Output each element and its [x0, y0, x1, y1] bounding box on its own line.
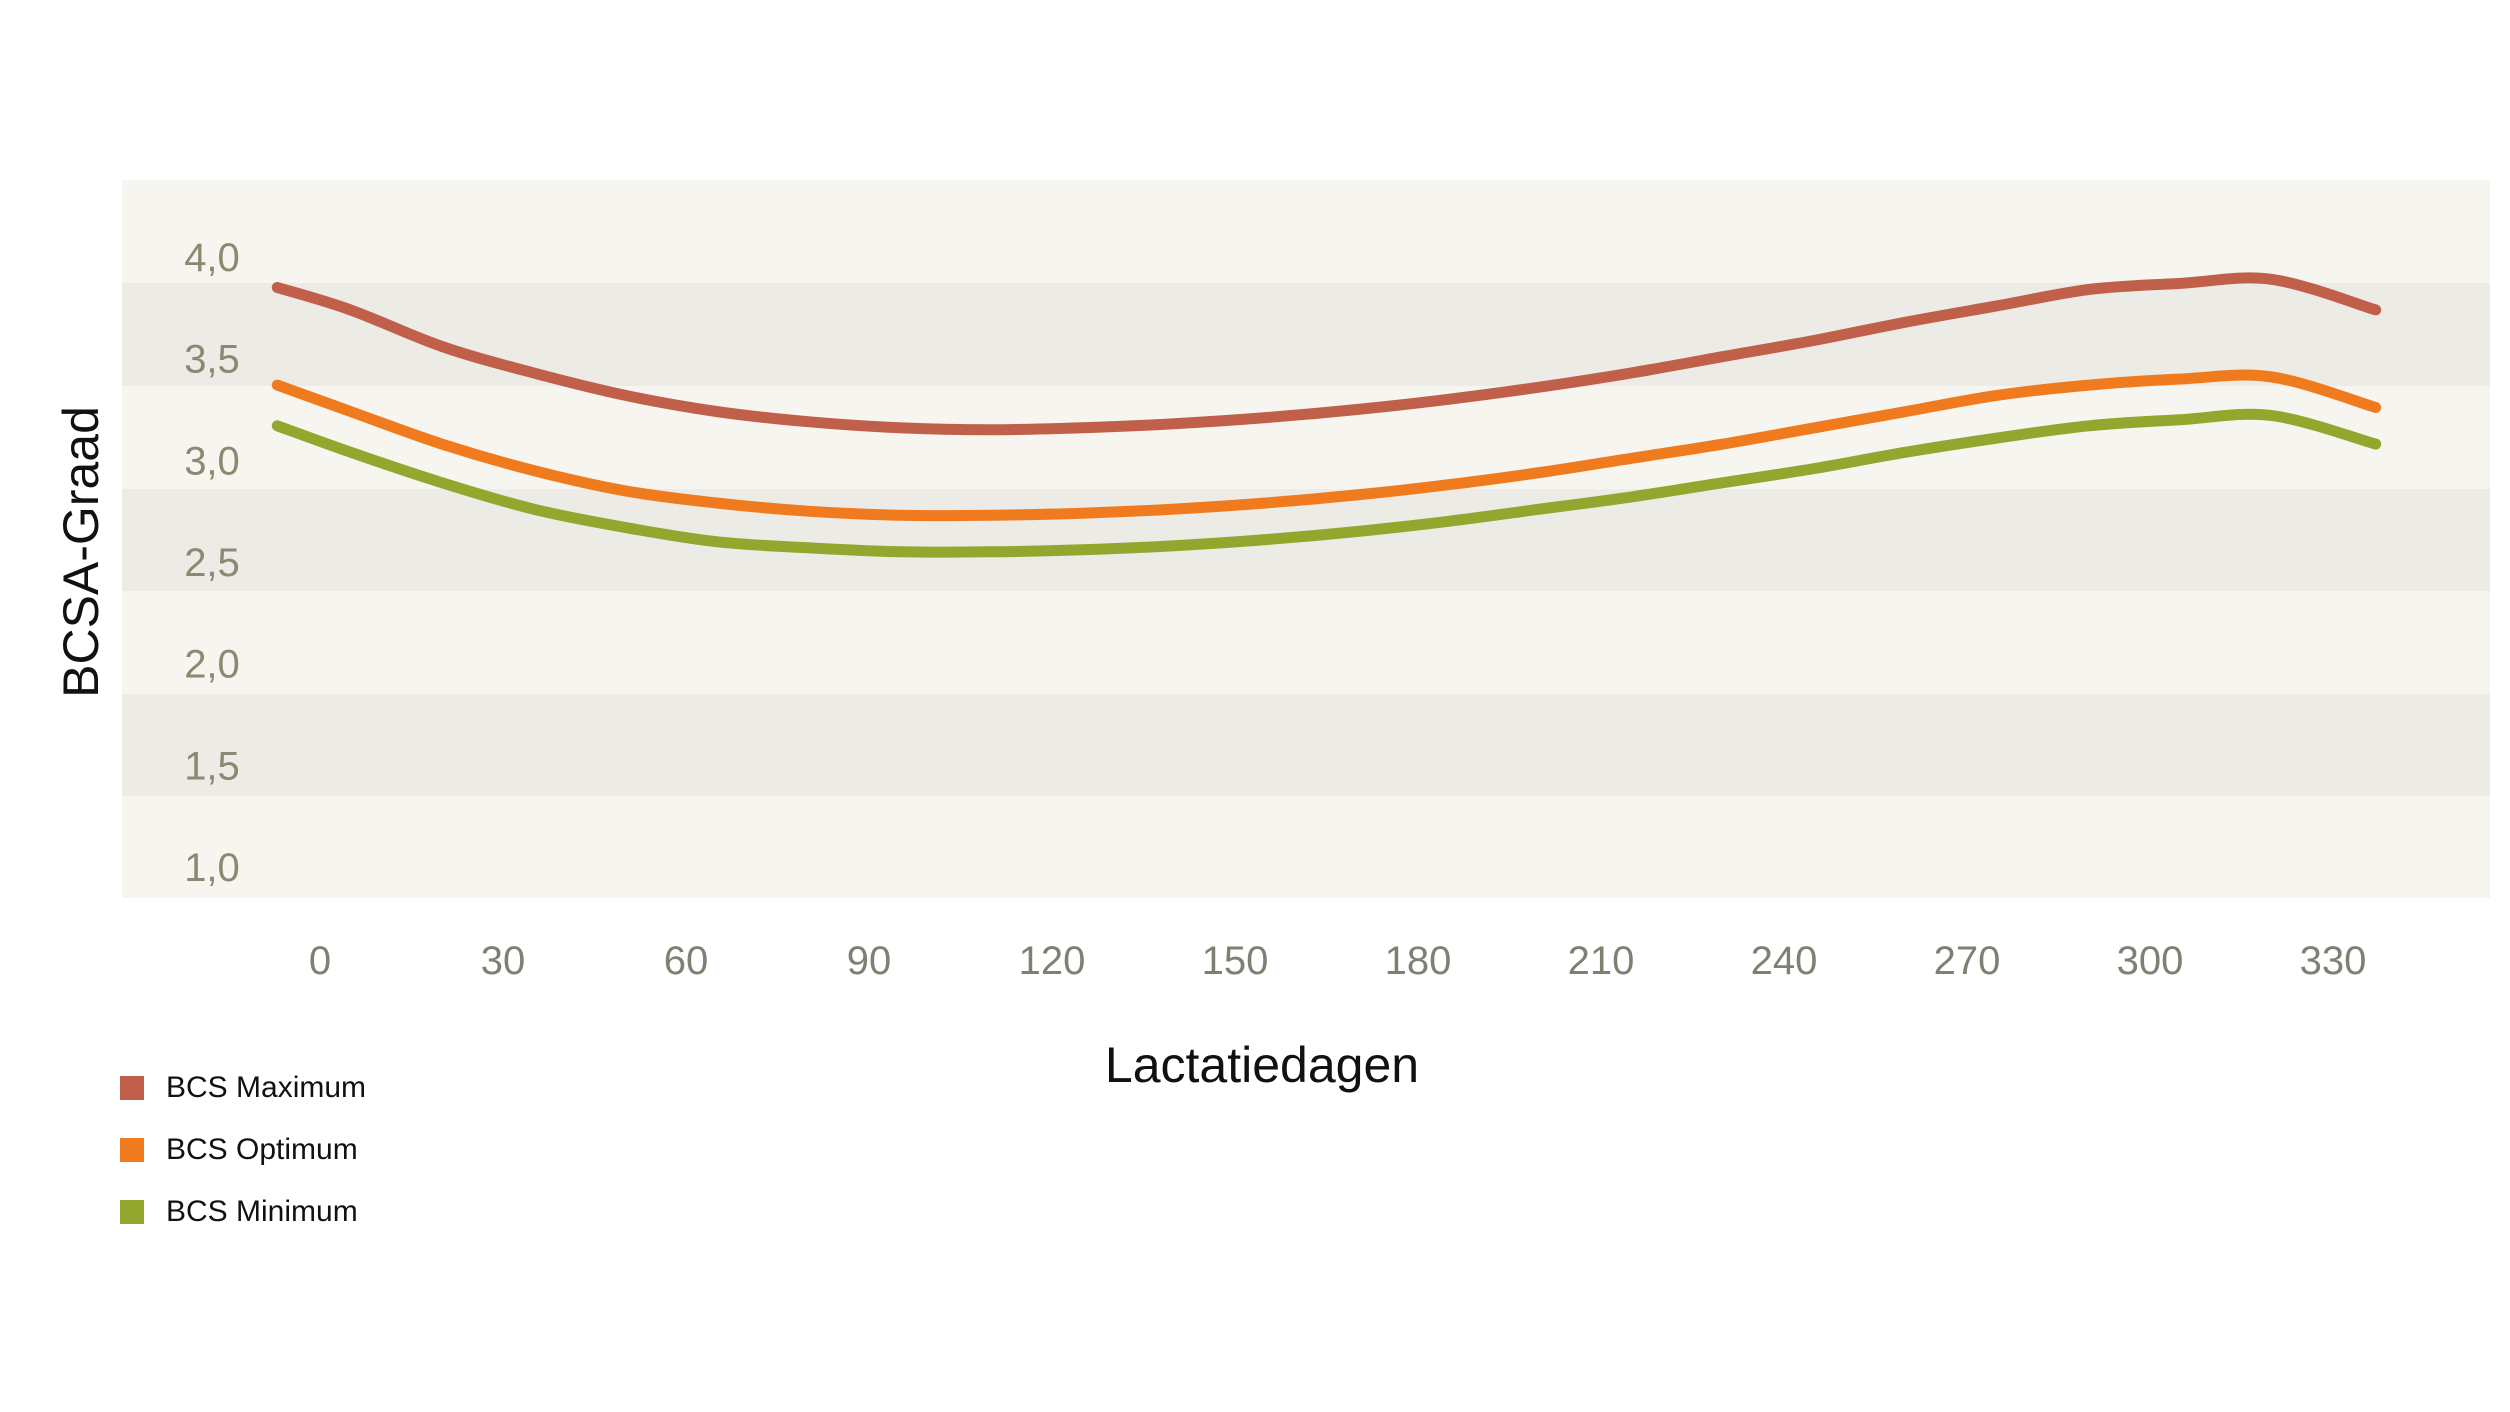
legend-swatch-minimum	[120, 1200, 144, 1224]
x-tick-label: 60	[664, 939, 709, 983]
series-lines	[271, 272, 2382, 558]
x-tick-label: 240	[1751, 939, 1818, 983]
background-band	[122, 591, 2490, 694]
background-band	[122, 283, 2490, 386]
legend: BCS Maximum BCS Optimum BCS Minimum	[120, 1058, 366, 1244]
background-band	[122, 180, 2490, 283]
y-axis-title: BCSA-Graad	[53, 406, 109, 698]
background-bands	[122, 180, 2490, 898]
x-tick-label: 120	[1019, 939, 1086, 983]
background-band	[122, 694, 2490, 796]
x-axis-ticks: 0 30 60 90 120 150 180 210 240 270 300 330	[309, 939, 2367, 983]
x-axis-title: Lactatiedagen	[1105, 1037, 1419, 1093]
y-tick-label: 4,0	[184, 236, 240, 280]
series-line-maximum	[271, 272, 2382, 436]
x-tick-label: 0	[309, 939, 331, 983]
legend-swatch-maximum	[120, 1076, 144, 1100]
series-line-minimum	[271, 408, 2382, 558]
legend-item-minimum: BCS Minimum	[120, 1182, 366, 1242]
series-line-optimum	[271, 369, 2382, 522]
legend-item-optimum: BCS Optimum	[120, 1120, 366, 1180]
y-tick-label: 3,0	[184, 439, 240, 483]
y-tick-label: 3,5	[184, 338, 240, 382]
background-band	[122, 796, 2490, 898]
x-tick-label: 30	[481, 939, 526, 983]
y-tick-label: 1,0	[184, 846, 240, 890]
y-axis-ticks: 1,0 1,5 2,0 2,5 3,0 3,5 4,0	[184, 236, 240, 890]
x-tick-label: 300	[2117, 939, 2184, 983]
legend-label-minimum: BCS Minimum	[166, 1195, 358, 1228]
legend-label-maximum: BCS Maximum	[166, 1071, 367, 1104]
y-tick-label: 2,5	[184, 541, 240, 585]
legend-item-maximum: BCS Maximum	[120, 1058, 366, 1118]
legend-label-optimum: BCS Optimum	[166, 1133, 358, 1166]
x-tick-label: 180	[1385, 939, 1452, 983]
legend-swatch-optimum	[120, 1138, 144, 1162]
x-tick-label: 150	[1202, 939, 1269, 983]
y-tick-label: 1,5	[184, 744, 240, 788]
y-tick-label: 2,0	[184, 643, 240, 687]
x-tick-label: 90	[847, 939, 892, 983]
x-tick-label: 330	[2300, 939, 2367, 983]
x-tick-label: 210	[1568, 939, 1635, 983]
background-band	[122, 386, 2490, 489]
x-tick-label: 270	[1934, 939, 2001, 983]
